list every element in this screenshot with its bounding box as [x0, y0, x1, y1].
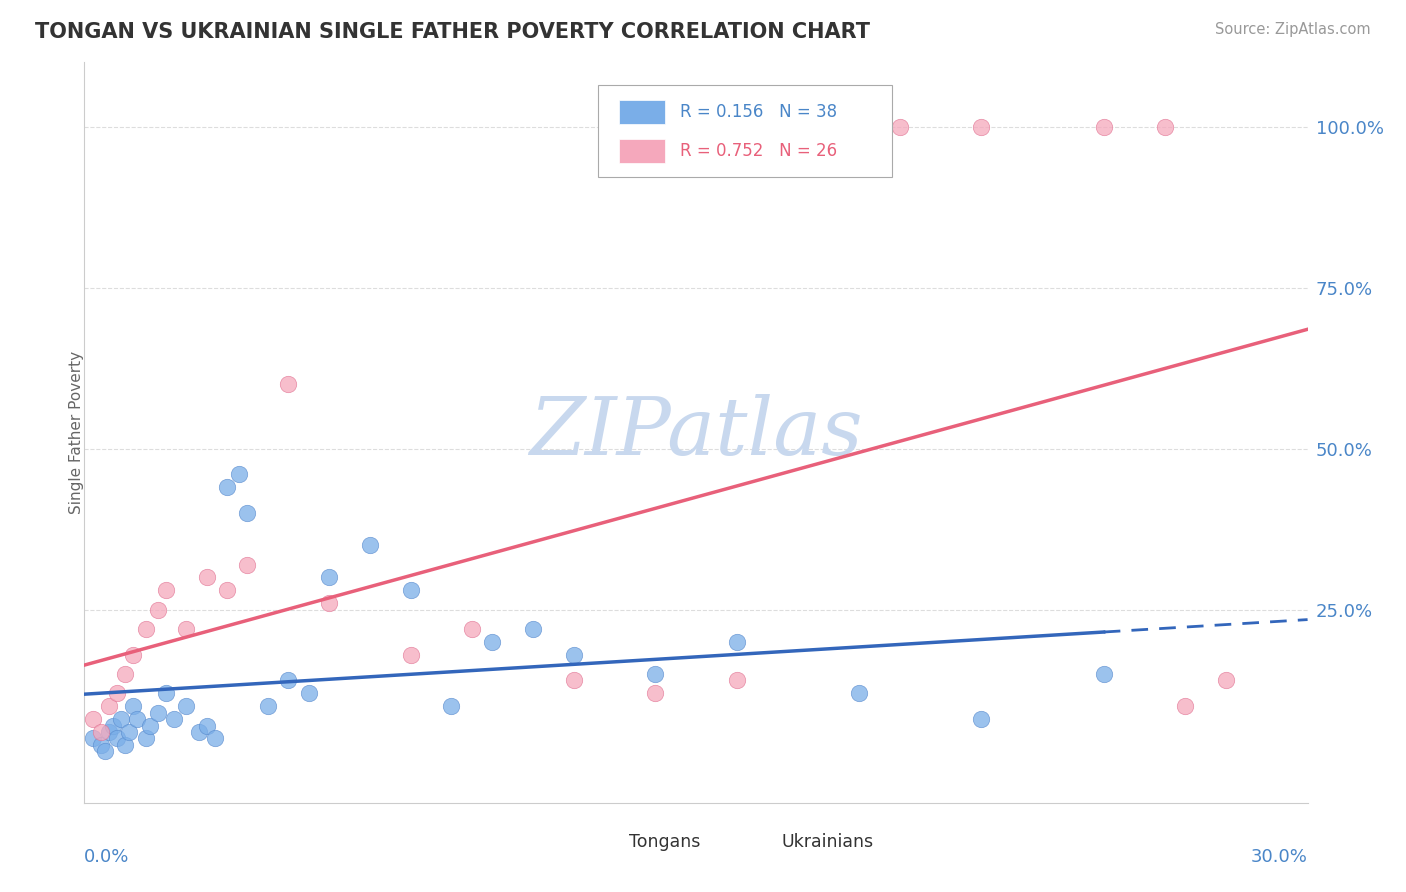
Point	[481, 635, 503, 649]
Point	[562, 648, 585, 662]
Bar	[586, 835, 620, 855]
Point	[105, 731, 128, 746]
Bar	[619, 100, 665, 124]
Y-axis label: Single Father Poverty: Single Father Poverty	[69, 351, 83, 514]
Point	[522, 622, 544, 636]
Point	[122, 648, 145, 662]
Text: R = 0.156   N = 38: R = 0.156 N = 38	[681, 103, 837, 121]
Point	[217, 583, 239, 598]
Point	[82, 712, 104, 726]
Point	[114, 667, 136, 681]
Point	[82, 731, 104, 746]
Point	[970, 712, 993, 726]
Point	[1092, 120, 1115, 134]
Point	[970, 120, 993, 134]
Point	[359, 538, 381, 552]
Point	[440, 699, 463, 714]
Point	[101, 718, 124, 732]
Point	[174, 622, 197, 636]
Point	[195, 718, 218, 732]
Text: Ukrainians: Ukrainians	[782, 833, 873, 851]
Point	[1174, 699, 1197, 714]
Point	[195, 570, 218, 584]
Point	[146, 706, 169, 720]
Point	[135, 622, 157, 636]
Point	[228, 467, 250, 482]
Point	[257, 699, 280, 714]
Point	[399, 648, 422, 662]
Point	[118, 725, 141, 739]
Point	[146, 602, 169, 616]
Point	[236, 558, 259, 572]
Point	[163, 712, 186, 726]
Point	[174, 699, 197, 714]
Point	[155, 583, 177, 598]
Point	[562, 673, 585, 688]
Text: ZIPatlas: ZIPatlas	[529, 394, 863, 471]
Point	[1154, 120, 1177, 134]
Point	[1092, 667, 1115, 681]
Point	[277, 377, 299, 392]
Point	[1215, 673, 1237, 688]
Point	[127, 712, 149, 726]
Point	[97, 725, 120, 739]
Point	[90, 725, 112, 739]
Bar	[738, 835, 773, 855]
Point	[187, 725, 209, 739]
Point	[318, 570, 340, 584]
Bar	[619, 139, 665, 163]
Text: 30.0%: 30.0%	[1251, 848, 1308, 866]
Text: Tongans: Tongans	[628, 833, 700, 851]
Point	[138, 718, 160, 732]
Point	[848, 686, 870, 700]
Point	[461, 622, 484, 636]
Point	[399, 583, 422, 598]
Point	[93, 744, 115, 758]
FancyBboxPatch shape	[598, 85, 891, 178]
Point	[97, 699, 120, 714]
Point	[889, 120, 911, 134]
Point	[644, 686, 666, 700]
Text: Source: ZipAtlas.com: Source: ZipAtlas.com	[1215, 22, 1371, 37]
Point	[110, 712, 132, 726]
Point	[204, 731, 226, 746]
Point	[318, 596, 340, 610]
Point	[114, 738, 136, 752]
Point	[277, 673, 299, 688]
Point	[122, 699, 145, 714]
Point	[155, 686, 177, 700]
Point	[725, 673, 748, 688]
Text: TONGAN VS UKRAINIAN SINGLE FATHER POVERTY CORRELATION CHART: TONGAN VS UKRAINIAN SINGLE FATHER POVERT…	[35, 22, 870, 42]
Point	[236, 506, 259, 520]
Point	[644, 667, 666, 681]
Point	[135, 731, 157, 746]
Point	[298, 686, 321, 700]
Text: 0.0%: 0.0%	[84, 848, 129, 866]
Point	[90, 738, 112, 752]
Point	[725, 635, 748, 649]
Text: R = 0.752   N = 26: R = 0.752 N = 26	[681, 143, 837, 161]
Point	[217, 480, 239, 494]
Point	[105, 686, 128, 700]
